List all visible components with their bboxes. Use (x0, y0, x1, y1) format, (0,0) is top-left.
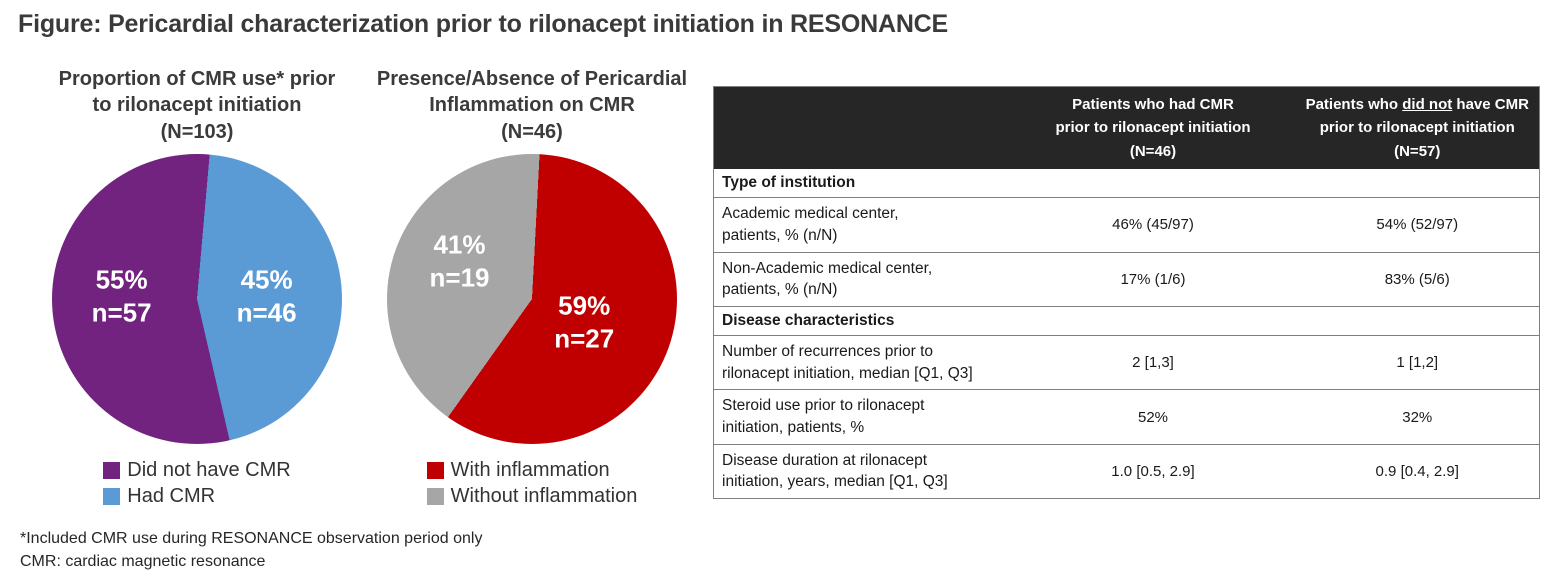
table-row: Academic medical center, patients, % (n/… (713, 197, 1540, 253)
legend-item-did-not-have-cmr: Did not have CMR (103, 459, 291, 482)
pie2-title: Presence/Absence of Pericardial Inflamma… (366, 66, 698, 145)
row-label-line2: patients, % (n/N) (722, 281, 838, 299)
pie1-slice2-n: n=46 (236, 297, 297, 328)
row-label-disease-duration: Disease duration at rilonacept initiatio… (713, 444, 1011, 500)
value-duration-no-cmr: 0.9 [0.4, 2.9] (1295, 444, 1540, 500)
pie2-slice-label-without-inflammation: 41% n=19 (430, 229, 490, 294)
pie-chart-inflammation: Presence/Absence of Pericardial Inflamma… (366, 66, 698, 511)
header-text: have CMR (1452, 96, 1529, 113)
pie2-circle (387, 154, 677, 445)
purple-swatch-icon (103, 462, 121, 480)
header-had-cmr-line1: Patients who had CMR (1072, 96, 1234, 113)
row-label-recurrences: Number of recurrences prior to rilonacep… (713, 335, 1011, 391)
blue-swatch-icon (103, 488, 121, 506)
section-disease-characteristics: Disease characteristics (713, 306, 1540, 336)
pie1-legend: Did not have CMR Had CMR (103, 456, 291, 511)
table-header-row: Patients who had CMR prior to rilonacept… (713, 86, 1540, 169)
gray-swatch-icon (426, 488, 444, 506)
pie1-title-line1: Proportion of CMR use* prior (58, 68, 336, 90)
legend-label: Without inflammation (450, 485, 638, 508)
value-duration-had-cmr: 1.0 [0.5, 2.9] (1010, 444, 1296, 500)
row-label-steroid-use: Steroid use prior to rilonacept initiati… (713, 389, 1011, 445)
row-label-line1: Steroid use prior to rilonacept (722, 397, 925, 415)
row-label-line1: Number of recurrences prior to (722, 343, 934, 360)
pie2-title-line1: Presence/Absence of Pericardial (376, 68, 688, 90)
section-type-of-institution: Type of institution (713, 168, 1540, 199)
pie2-slice1-n: n=27 (554, 323, 615, 354)
value-steroid-no-cmr: 32% (1295, 389, 1540, 445)
header-text: Patients who (1305, 96, 1403, 113)
section-row: Type of institution (713, 168, 1540, 199)
pie2-title-line3: (N=46) (501, 120, 563, 143)
header-empty-cell (713, 86, 1011, 169)
header-did-not-line2: prior to rilonacept initiation (1319, 119, 1515, 137)
figure-title: Figure: Pericardial characterization pri… (18, 10, 948, 38)
legend-label: Had CMR (127, 485, 216, 508)
pie2-title-line2: Inflammation on CMR (429, 94, 635, 117)
legend-item-without-inflammation: Without inflammation (426, 485, 638, 508)
header-had-cmr: Patients who had CMR prior to rilonacept… (1010, 86, 1296, 169)
row-label-line2: patients, % (n/N) (722, 226, 838, 244)
section-row: Disease characteristics (713, 306, 1540, 336)
row-label-line2: initiation, years, median [Q1, Q3] (722, 473, 948, 491)
header-had-cmr-line3: (N=46) (1129, 142, 1177, 160)
pie1-slice-label-did-not-have-cmr: 55% n=57 (92, 264, 152, 329)
table-row: Non-Academic medical center, patients, %… (713, 252, 1540, 308)
row-label-line1: Non-Academic medical center, (722, 259, 933, 277)
footnotes: *Included CMR use during RESONANCE obser… (20, 527, 482, 573)
legend-item-had-cmr: Had CMR (103, 485, 290, 508)
pie-chart-cmr-use: Proportion of CMR use* prior to rilonace… (31, 66, 363, 511)
legend-item-with-inflammation: With inflammation (426, 459, 638, 482)
row-label-line2: initiation, patients, % (722, 419, 865, 437)
pie1-slice1-pct: 55% (95, 264, 148, 295)
pie2-slice-label-with-inflammation: 59% n=27 (554, 290, 614, 355)
row-label-line2: rilonacept initiation, median [Q1, Q3] (722, 364, 973, 382)
row-label-line1: Academic medical center, (722, 205, 899, 223)
pie1-slice-label-had-cmr: 45% n=46 (237, 264, 297, 329)
header-had-cmr-line2: prior to rilonacept initiation (1055, 119, 1251, 137)
legend-label: Did not have CMR (127, 459, 291, 482)
row-label-academic: Academic medical center, patients, % (n/… (713, 197, 1011, 253)
table-row: Steroid use prior to rilonacept initiati… (713, 389, 1540, 445)
red-swatch-icon (426, 462, 444, 480)
table-row: Disease duration at rilonacept initiatio… (713, 444, 1540, 500)
header-did-not-line3: (N=57) (1394, 142, 1441, 160)
pie1-title: Proportion of CMR use* prior to rilonace… (31, 66, 363, 145)
value-non-academic-had-cmr: 17% (1/6) (1010, 252, 1296, 308)
legend-label: With inflammation (450, 459, 610, 482)
footnote-asterisk: *Included CMR use during RESONANCE obser… (20, 530, 483, 547)
pie2-slice2-pct: 41% (433, 229, 486, 260)
value-academic-no-cmr: 54% (52/97) (1295, 197, 1540, 253)
value-steroid-had-cmr: 52% (1010, 389, 1296, 445)
pie2-slice2-n: n=19 (429, 262, 490, 293)
row-label-non-academic: Non-Academic medical center, patients, %… (713, 252, 1011, 308)
header-did-not-line1: Patients who did not have CMR (1304, 93, 1532, 116)
header-did-not-have-cmr: Patients who did not have CMR prior to r… (1295, 86, 1540, 169)
value-recurrences-no-cmr: 1 [1,2] (1295, 335, 1540, 391)
value-non-academic-no-cmr: 83% (5/6) (1295, 252, 1540, 308)
pie1-title-line3: (N=103) (160, 120, 234, 143)
pie1-title-line2: to rilonacept initiation (92, 94, 302, 117)
value-recurrences-had-cmr: 2 [1,3] (1010, 335, 1296, 391)
pie1-circle (52, 154, 342, 445)
value-academic-had-cmr: 46% (45/97) (1010, 197, 1296, 253)
pie2-slice1-pct: 59% (558, 290, 611, 321)
pie1-slice2-pct: 45% (240, 264, 293, 295)
pie1-slice1-n: n=57 (91, 297, 152, 328)
patient-characteristics-table: Patients who had CMR prior to rilonacept… (713, 86, 1540, 500)
row-label-line1: Disease duration at rilonacept (722, 451, 928, 469)
pie2-legend: With inflammation Without inflammation (426, 456, 638, 511)
header-underlined-text: did not (1402, 96, 1453, 113)
table-row: Number of recurrences prior to rilonacep… (713, 335, 1540, 391)
footnote-cmr-abbreviation: CMR: cardiac magnetic resonance (20, 553, 266, 571)
